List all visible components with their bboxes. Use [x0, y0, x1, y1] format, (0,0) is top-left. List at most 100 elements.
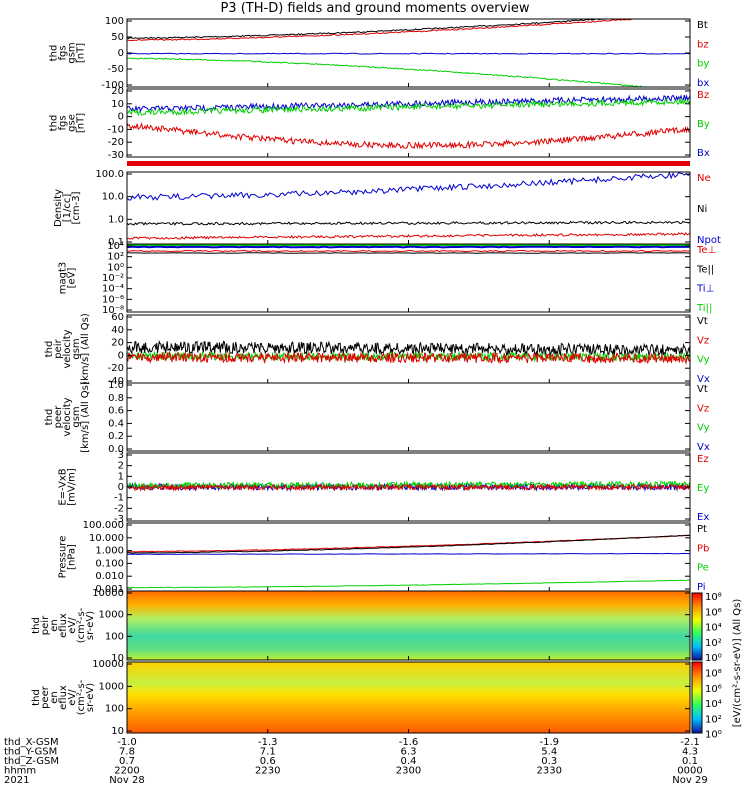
y-tick-label: 2 — [118, 461, 124, 472]
legend-bx: Bx — [697, 148, 710, 159]
y-axis-label: [nPa] — [67, 544, 78, 570]
y-axis-label: [mV/m] — [67, 468, 78, 506]
legend-pe: Pe — [697, 563, 709, 574]
y-tick-label: 0.1 — [108, 237, 124, 248]
axis-row-name: thd_X-GSM — [4, 737, 59, 748]
y-axis-label: E=-VxB — [58, 468, 69, 505]
y-axis-label: eV/ — [67, 617, 78, 634]
colorbar-tick-label: 10⁰ — [705, 730, 722, 741]
y-axis-label: eV/ — [67, 689, 78, 706]
axis-row-value: 0.1 — [682, 756, 698, 767]
legend-ne: Ne — [697, 173, 711, 184]
trace-ez — [127, 482, 690, 492]
y-axis-label: thd — [44, 409, 55, 426]
trace-bz — [127, 19, 638, 42]
panel-peir-velocity-data — [127, 339, 690, 365]
axis-row-name: hhmm — [4, 766, 36, 777]
y-axis-label: gse — [67, 114, 78, 132]
trace-ni — [127, 220, 690, 226]
legend-bx: bx — [697, 78, 709, 89]
y-axis-label: velocity — [62, 329, 73, 368]
trace-bx — [127, 52, 690, 55]
y-tick-label: 100.000 — [83, 520, 124, 531]
legend-te⊥: Te⊥ — [696, 245, 716, 256]
y-tick-label: -2 — [114, 503, 124, 514]
axis-row-value: 2300 — [396, 766, 421, 777]
colorbar-tick-label: 10² — [705, 714, 722, 725]
y-tick-label: -40 — [108, 376, 124, 387]
axis-row-value: 0.4 — [401, 756, 417, 767]
colorbar-tick-label: 10² — [705, 638, 722, 649]
y-axis-label: [nT] — [76, 43, 87, 63]
colorbar-tick-label: 10⁶ — [705, 684, 722, 695]
y-axis-label: thd — [31, 617, 42, 634]
y-tick-label: 20 — [111, 86, 124, 97]
legend-by: by — [697, 59, 709, 70]
axis-row-value: 0.3 — [541, 756, 557, 767]
y-axis-label: sr-eV) — [85, 611, 96, 640]
axis-row-value: -1.9 — [539, 737, 559, 748]
y-axis-label: thd — [44, 341, 55, 358]
legend-pt: Pt — [697, 524, 707, 535]
y-tick-label: 40 — [111, 325, 124, 336]
trace-ne — [127, 232, 690, 240]
spectrogram-electrons — [127, 662, 690, 733]
y-tick-label: 0.0 — [108, 444, 124, 455]
y-axis-label: peer — [40, 685, 51, 709]
y-axis-label: Density — [53, 189, 64, 227]
legend-vy: Vy — [697, 355, 710, 366]
colorbar-tick-label: 10⁸ — [705, 669, 722, 680]
y-tick-label: 0 — [118, 482, 124, 493]
y-tick-label: -50 — [108, 64, 124, 75]
y-axis-label: (cm²-s- — [76, 607, 87, 643]
colorbar-label: [eV/(cm²-s-sr-eV)] (All Qs) — [732, 599, 743, 728]
y-tick-label: -100 — [101, 80, 124, 91]
axis-row-value: 7.1 — [260, 747, 276, 758]
trace-bz — [127, 121, 690, 150]
y-tick-label: 0.2 — [108, 431, 124, 442]
axis-row-value: 2200 — [114, 766, 139, 777]
y-tick-label: 10⁰ — [107, 262, 124, 273]
axis-row-value: 5.4 — [541, 747, 557, 758]
y-axis-label: peer — [53, 405, 64, 429]
axis-row-value: 6.3 — [401, 747, 417, 758]
y-tick-label: -10 — [108, 124, 124, 135]
y-axis-label: gsm — [71, 338, 82, 359]
x-axis-rows: thd_X-GSM -1.0 -1.3 -1.6 -1.9 -2.1 thd_Y-GSM 7.… — [4, 737, 708, 786]
y-tick-label: 0.8 — [108, 393, 124, 404]
colorbar-strip — [691, 661, 703, 734]
y-axis-label: en — [49, 619, 60, 632]
y-tick-label: 0.6 — [108, 406, 124, 417]
trace-by — [127, 57, 648, 87]
axis-row-value: 7.8 — [119, 747, 135, 758]
axis-row-name: 2021 — [4, 775, 29, 786]
panel-frame — [126, 382, 691, 452]
axis-row-value: 4.3 — [682, 747, 698, 758]
trace-te-perp — [127, 249, 690, 253]
trace-vt — [127, 339, 690, 358]
y-tick-label: 10 — [111, 726, 124, 737]
trace-pb — [127, 534, 690, 553]
y-tick-label: 100 — [105, 704, 124, 715]
y-axis-label: [cm-3] — [71, 191, 82, 224]
panel-fgs-gse-data — [127, 94, 690, 150]
y-tick-label: -1 — [114, 493, 124, 504]
y-axis-label: en — [49, 691, 60, 704]
axis-row-value: 2330 — [537, 766, 562, 777]
panel-frame — [126, 522, 691, 592]
y-tick-label: 10.000 — [89, 533, 124, 544]
trace-pe — [127, 579, 690, 589]
y-axis-label: eflux — [58, 613, 69, 638]
axis-row-value: 0.7 — [119, 756, 135, 767]
legend-ti||: Ti|| — [696, 303, 712, 314]
y-tick-label: -30 — [108, 150, 124, 161]
axis-row-value: 2230 — [255, 766, 280, 777]
legend-by: By — [697, 119, 710, 130]
colorbar-tick-label: 10⁴ — [705, 623, 722, 634]
panel-peer-spec: 10000 1000 100 10 thdpeerenefluxeV/(cm²-s-sr… — [31, 659, 691, 737]
panel-frame — [126, 18, 691, 88]
colorbar-tick-label: 10⁰ — [705, 653, 722, 664]
y-axis-label: [1/cc] — [62, 194, 73, 223]
